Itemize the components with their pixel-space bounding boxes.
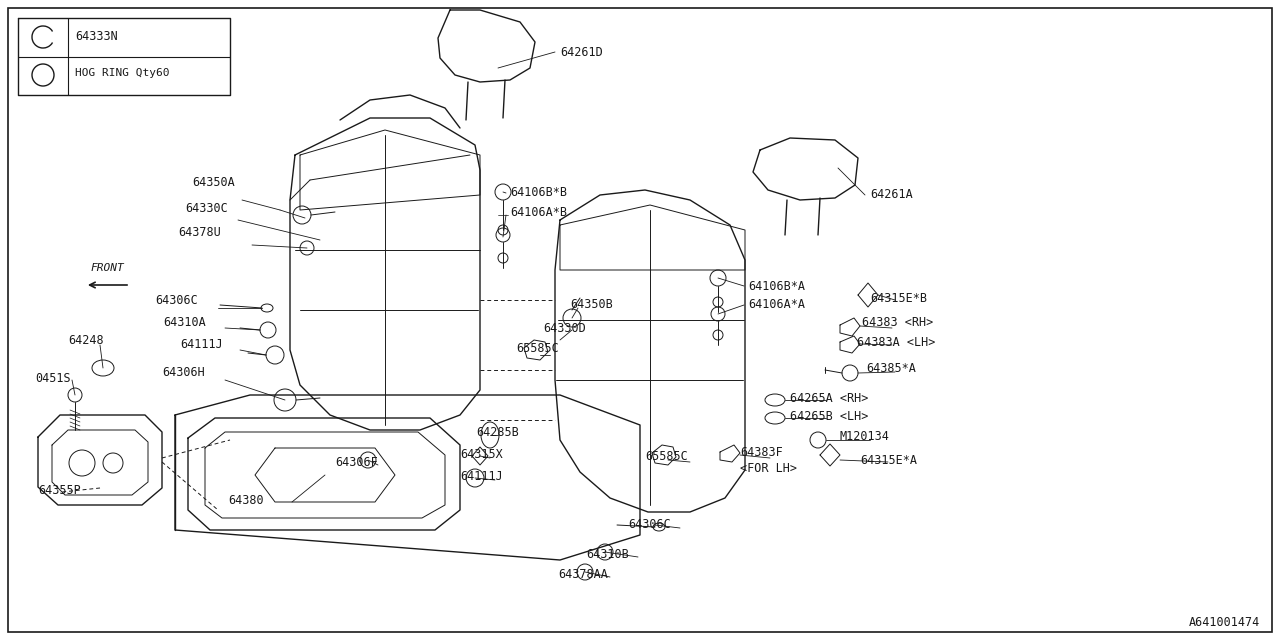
- Text: 0451S: 0451S: [35, 371, 70, 385]
- Text: 64261D: 64261D: [561, 45, 603, 58]
- Text: 64350A: 64350A: [192, 177, 234, 189]
- Text: 64261A: 64261A: [870, 189, 913, 202]
- Text: M120134: M120134: [840, 431, 890, 444]
- Text: A641001474: A641001474: [1189, 616, 1260, 628]
- Text: 64111J: 64111J: [180, 339, 223, 351]
- Text: 64330D: 64330D: [543, 321, 586, 335]
- Text: 64306H: 64306H: [163, 367, 205, 380]
- Text: 64315E*A: 64315E*A: [860, 454, 916, 467]
- Text: 64383A <LH>: 64383A <LH>: [858, 335, 936, 349]
- Text: <FOR LH>: <FOR LH>: [740, 463, 797, 476]
- Text: 64285B: 64285B: [476, 426, 518, 438]
- Text: 64106B*B: 64106B*B: [509, 186, 567, 200]
- Text: 64383F: 64383F: [740, 445, 783, 458]
- Text: 64333N: 64333N: [76, 29, 118, 42]
- Text: 65585C: 65585C: [516, 342, 559, 355]
- Text: 64106B*A: 64106B*A: [748, 280, 805, 292]
- Text: 64306C: 64306C: [155, 294, 197, 307]
- Text: 64306F: 64306F: [335, 456, 378, 468]
- Text: 64378U: 64378U: [178, 225, 220, 239]
- Text: 64306C: 64306C: [628, 518, 671, 531]
- Text: 64310A: 64310A: [163, 317, 206, 330]
- Text: 64265B <LH>: 64265B <LH>: [790, 410, 868, 422]
- Text: 64385*A: 64385*A: [867, 362, 916, 374]
- Text: 64383 <RH>: 64383 <RH>: [861, 316, 933, 328]
- Text: 64380: 64380: [228, 493, 264, 506]
- Text: 64330C: 64330C: [186, 202, 228, 214]
- Text: 64248: 64248: [68, 333, 104, 346]
- Text: 64265A <RH>: 64265A <RH>: [790, 392, 868, 404]
- Text: 64106A*B: 64106A*B: [509, 207, 567, 220]
- Text: FRONT: FRONT: [90, 263, 124, 273]
- Text: 64111J: 64111J: [460, 470, 503, 483]
- Text: 65585C: 65585C: [645, 449, 687, 463]
- Text: 64315E*B: 64315E*B: [870, 291, 927, 305]
- Text: HOG RING Qty60: HOG RING Qty60: [76, 68, 169, 78]
- Text: 64378AA: 64378AA: [558, 568, 608, 580]
- Text: 64350B: 64350B: [570, 298, 613, 312]
- Text: 64310B: 64310B: [586, 547, 628, 561]
- Text: 64355P: 64355P: [38, 483, 81, 497]
- Text: 64106A*A: 64106A*A: [748, 298, 805, 312]
- Text: 64315X: 64315X: [460, 449, 503, 461]
